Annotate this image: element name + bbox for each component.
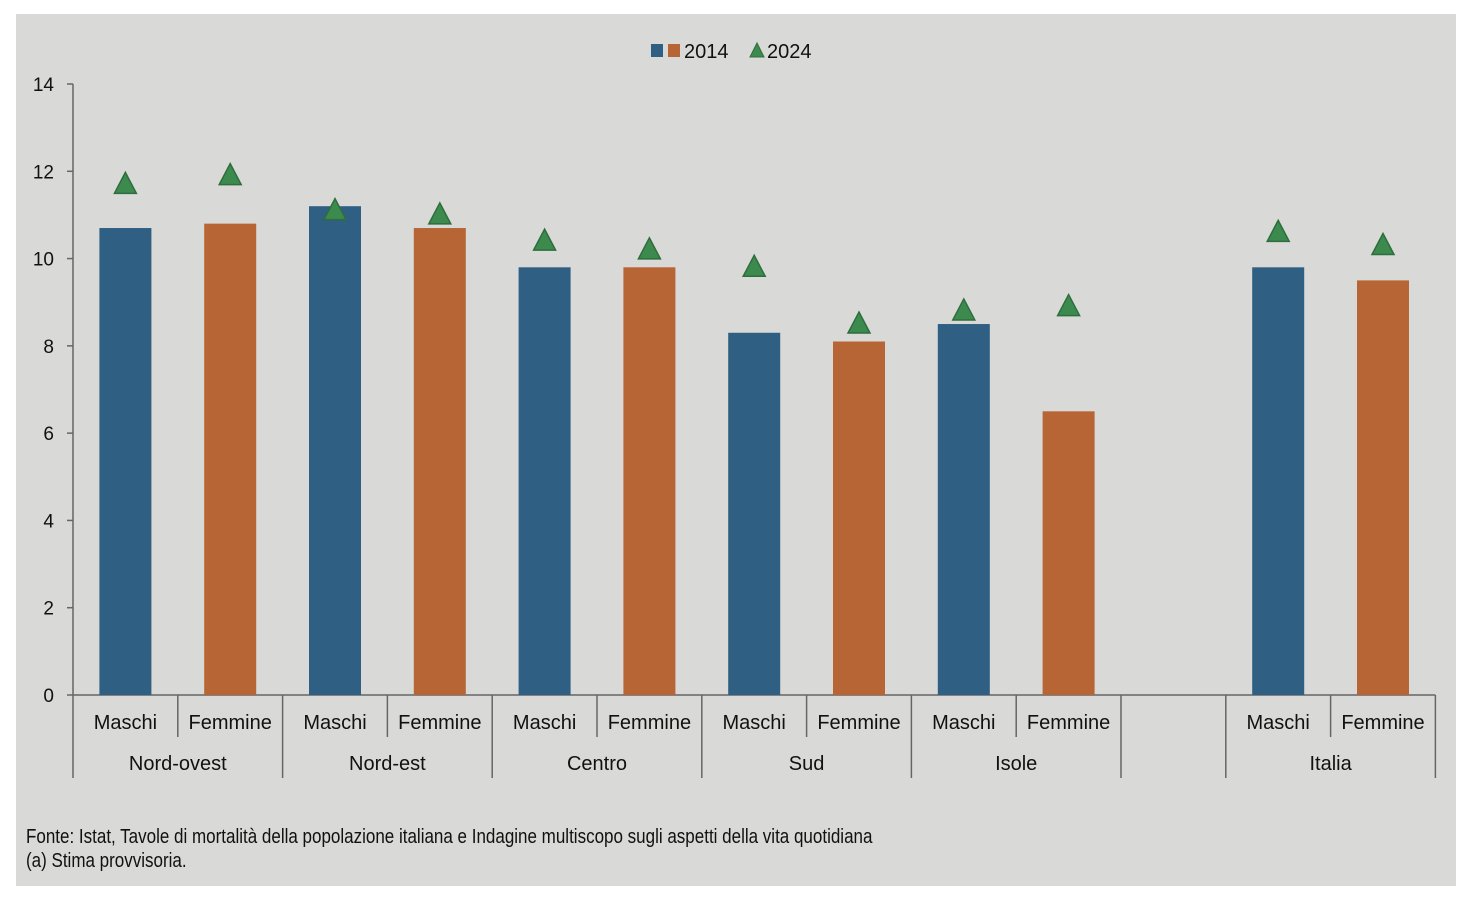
marker-2024 bbox=[113, 170, 138, 195]
bar-2014-maschi bbox=[728, 332, 781, 695]
y-tick-label: 6 bbox=[43, 424, 54, 445]
legend-swatch-2014-maschi bbox=[651, 44, 663, 57]
marker-2024 bbox=[951, 297, 977, 321]
bar-2014-femmine bbox=[413, 228, 466, 695]
legend-swatch-2014-femmine bbox=[668, 44, 680, 57]
marker-2024 bbox=[217, 162, 243, 186]
marker-2024 bbox=[637, 236, 662, 260]
group-label: Italia bbox=[1309, 753, 1352, 775]
marker-2024 bbox=[741, 253, 767, 278]
category-label: Femmine bbox=[1341, 712, 1424, 734]
marker-2024 bbox=[1056, 292, 1081, 317]
y-tick-label: 0 bbox=[43, 686, 54, 707]
footnote: (a) Stima provvisoria. bbox=[26, 850, 187, 872]
source-note: Fonte: Istat, Tavole di mortalità della … bbox=[26, 826, 873, 848]
bar-2014-femmine bbox=[204, 223, 257, 695]
bar-2014-femmine bbox=[833, 341, 885, 695]
category-label: Femmine bbox=[398, 712, 481, 734]
bar-2014-femmine bbox=[1357, 280, 1409, 695]
category-label: Maschi bbox=[932, 712, 995, 734]
bar-2014-femmine bbox=[1042, 411, 1095, 695]
y-tick-label: 10 bbox=[33, 250, 54, 271]
bar-2014-maschi bbox=[1252, 267, 1305, 695]
category-label: Maschi bbox=[723, 712, 786, 734]
category-label: Maschi bbox=[303, 712, 366, 734]
y-tick-label: 4 bbox=[43, 511, 54, 532]
group-label: Isole bbox=[995, 753, 1037, 775]
category-label: Maschi bbox=[94, 712, 157, 734]
bar-2014-maschi bbox=[518, 267, 571, 695]
legend-label-2014: 2014 bbox=[684, 41, 729, 63]
marker-2024 bbox=[1265, 218, 1291, 243]
legend-marker-2024 bbox=[749, 41, 765, 58]
category-label: Femmine bbox=[189, 712, 272, 734]
marker-2024 bbox=[427, 201, 453, 225]
group-label: Centro bbox=[567, 753, 627, 775]
y-tick-label: 12 bbox=[33, 162, 54, 183]
bar-2014-maschi bbox=[309, 206, 361, 695]
group-label: Nord-est bbox=[349, 753, 426, 775]
bar-2014-maschi bbox=[99, 228, 152, 695]
category-label: Femmine bbox=[817, 712, 900, 734]
marker-2024 bbox=[532, 227, 557, 251]
marker-2024 bbox=[322, 196, 348, 221]
y-tick-label: 8 bbox=[43, 337, 54, 358]
bar-2014-maschi bbox=[937, 324, 990, 695]
category-label: Maschi bbox=[1247, 712, 1310, 734]
category-label: Femmine bbox=[608, 712, 691, 734]
y-tick-label: 14 bbox=[33, 75, 55, 96]
category-label: Femmine bbox=[1027, 712, 1110, 734]
bar-2014-femmine bbox=[623, 267, 676, 695]
group-label: Sud bbox=[789, 753, 825, 775]
marker-2024 bbox=[846, 310, 872, 334]
group-label: Nord-ovest bbox=[129, 753, 227, 775]
legend-label-2024: 2024 bbox=[767, 41, 812, 63]
marker-2024 bbox=[1370, 231, 1396, 256]
y-tick-label: 2 bbox=[43, 599, 54, 620]
category-label: Maschi bbox=[513, 712, 576, 734]
